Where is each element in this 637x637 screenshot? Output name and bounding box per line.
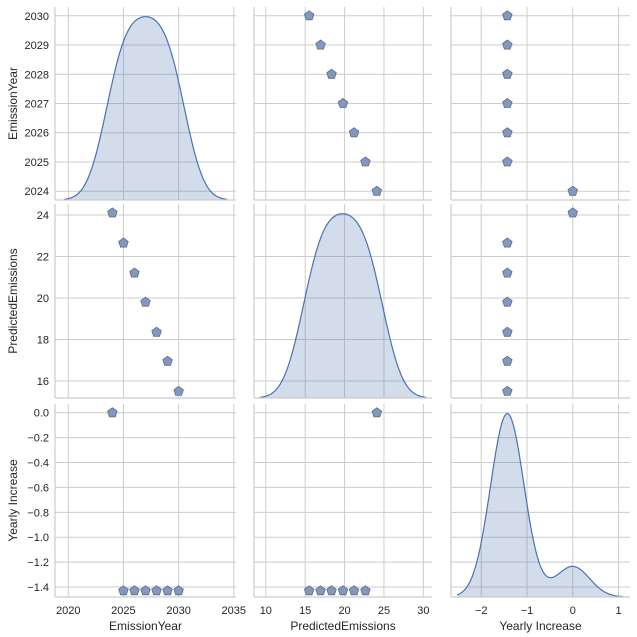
y-tick-label: −0.6: [27, 482, 49, 494]
panel-predictedemissions-vs-emissionyear: 16 18 20 22 24 PredictedEmissions: [6, 204, 236, 399]
x-tick-label: 20: [338, 605, 350, 617]
y-tick-label: 2024: [25, 186, 49, 198]
scatter-point: [348, 127, 360, 138]
scatter-point: [371, 185, 383, 196]
panel-yearly-increase-vs-emissionyear: 0.0 −0.2 −0.4 −0.6 −0.8 −1.0 −1.2 −1.4 2020 2025 2…: [6, 404, 246, 633]
y-tick-label: −0.8: [27, 507, 49, 519]
scatter-point: [140, 296, 151, 307]
y-tick-label: 2030: [25, 11, 49, 23]
y-tick-label: −0.4: [27, 458, 49, 470]
y-axis-label-emissionyear: EmissionYear: [6, 67, 20, 140]
x-tick-label: 25: [378, 605, 390, 617]
y-tick-label: −1.2: [27, 557, 49, 569]
x-tick-label: 2030: [166, 605, 190, 617]
y-axis-label-yearly-increase: Yearly Increase: [6, 459, 20, 542]
scatter-point: [129, 585, 140, 596]
scatter-point: [162, 585, 173, 596]
y-tick-label: 20: [37, 293, 49, 305]
scatter-point: [326, 68, 337, 79]
scatter-point: [502, 68, 513, 79]
x-tick-label: 10: [260, 605, 272, 617]
panel-yearly-increase-vs-yearly-increase: −2 −1 0 1 Yearly Increase: [450, 404, 630, 633]
x-tick-label: 15: [299, 605, 311, 617]
y-tick-label: 2028: [25, 69, 49, 81]
kde-fill: [457, 413, 624, 597]
y-tick-label: 22: [37, 251, 49, 263]
scatter-point: [502, 355, 513, 366]
scatter-point: [502, 10, 513, 21]
kde-fill: [63, 16, 228, 201]
kde-fill: [259, 213, 427, 398]
scatter-point: [107, 207, 118, 218]
kde-line: [456, 412, 624, 598]
scatter-point: [360, 156, 371, 167]
x-axis-label-predictedemissions: PredictedEmissions: [290, 619, 395, 633]
scatter-point: [303, 585, 315, 596]
y-tick-label: 18: [37, 334, 49, 346]
scatter-point: [502, 39, 513, 50]
y-tick-label: 2026: [25, 128, 49, 140]
scatter-point: [326, 585, 337, 596]
y-tick-label: 2025: [25, 157, 49, 169]
scatter-point: [502, 267, 513, 278]
y-tick-label: −0.2: [27, 433, 49, 445]
panel-predictedemissions-vs-yearly-increase: [450, 204, 630, 399]
scatter-point: [567, 207, 578, 218]
scatter-point: [315, 39, 326, 50]
y-tick-label: 24: [37, 210, 49, 222]
scatter-point: [502, 156, 513, 167]
x-tick-label: 2025: [111, 605, 135, 617]
scatter-point: [118, 237, 129, 248]
x-tick-label: −2: [475, 605, 488, 617]
x-tick-label: 2020: [56, 605, 80, 617]
scatter-point: [337, 585, 349, 596]
panel-emissionyear-vs-predictedemissions: [253, 7, 432, 201]
kde-line: [259, 213, 427, 398]
scatter-point: [140, 585, 151, 596]
scatter-point: [162, 355, 173, 366]
scatter-point: [173, 385, 184, 396]
scatter-point: [502, 237, 513, 248]
kde-line: [63, 16, 228, 200]
x-axis-label-emissionyear: EmissionYear: [109, 619, 182, 633]
scatter-point: [173, 585, 184, 596]
scatter-point: [315, 585, 326, 596]
y-axis-label-predictedemissions: PredictedEmissions: [6, 248, 20, 353]
panel-emissionyear-vs-emissionyear: 2024 2025 2026 2027 2028 2029 2030 EmissionYear: [6, 7, 236, 201]
y-tick-label: 2029: [25, 40, 49, 52]
scatter-point: [502, 98, 513, 108]
scatter-point: [151, 585, 162, 596]
scatter-point: [151, 326, 162, 337]
scatter-point: [107, 407, 118, 418]
y-tick-label: 16: [37, 376, 49, 388]
panel-yearly-increase-vs-predictedemissions: 10 15 20 25 30 PredictedEmissions: [253, 404, 432, 633]
scatter-point: [502, 326, 513, 337]
scatter-point: [337, 98, 349, 108]
panel-predictedemissions-vs-predictedemissions: [253, 204, 432, 399]
scatter-point: [129, 267, 140, 278]
x-tick-label: 0: [570, 605, 576, 617]
scatter-point: [502, 385, 513, 396]
y-tick-label: 0.0: [34, 408, 49, 420]
scatter-point: [371, 407, 383, 418]
scatter-point: [567, 185, 578, 196]
y-tick-label: −1.4: [27, 582, 49, 594]
x-tick-label: 1: [615, 605, 621, 617]
scatter-point: [348, 585, 360, 596]
scatter-point: [303, 10, 315, 21]
x-axis-label-yearly-increase: Yearly Increase: [499, 619, 582, 633]
scatter-point: [502, 127, 513, 138]
scatter-point: [502, 296, 513, 307]
scatter-point: [360, 585, 371, 596]
scatter-point: [118, 585, 129, 596]
y-tick-label: −1.0: [27, 532, 49, 544]
y-tick-label: 2027: [25, 99, 49, 111]
x-tick-label: −1: [521, 605, 534, 617]
panel-emissionyear-vs-yearly-increase: [450, 7, 630, 201]
x-tick-label: 30: [417, 605, 429, 617]
x-tick-label: 2035: [222, 605, 246, 617]
